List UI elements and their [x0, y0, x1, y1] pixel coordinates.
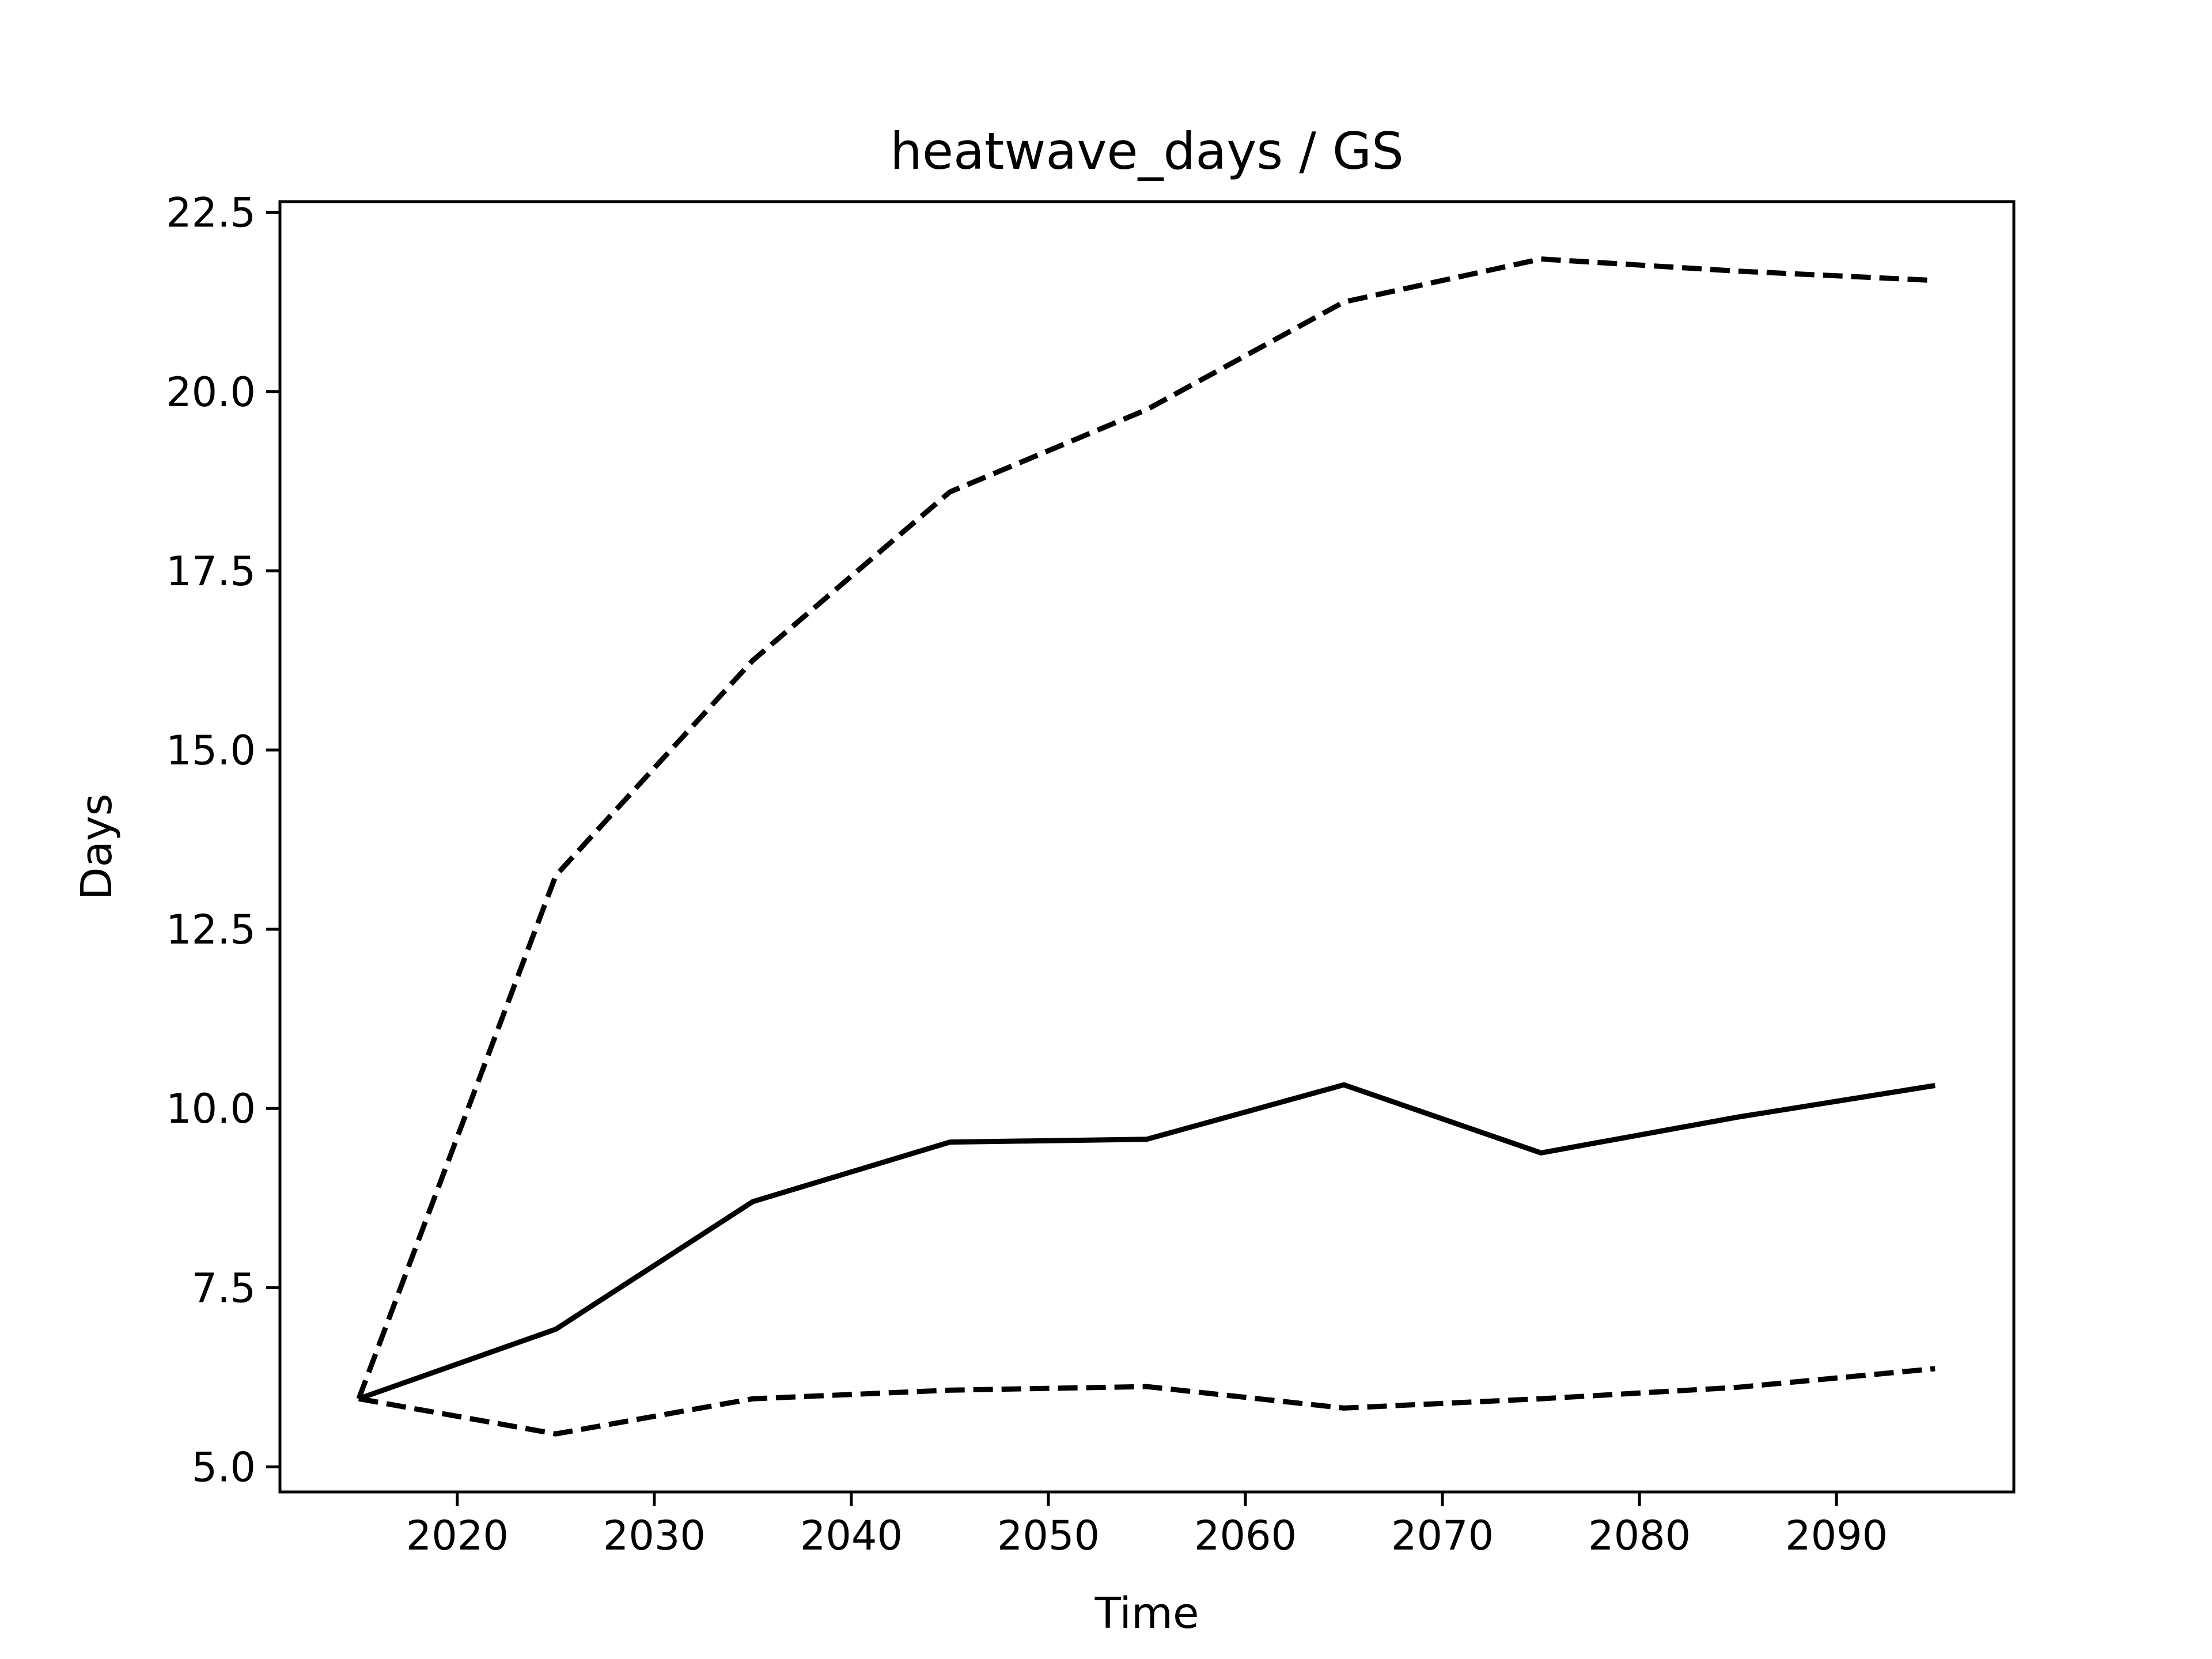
y-tick-label: 17.5	[166, 548, 256, 595]
x-axis-ticks: 2020 2030 2040 2050 2060 2070 2080 2090	[406, 1492, 1888, 1559]
y-axis-ticks: 5.0 7.5 10.0 12.5 15.0 17.5 20.0 22.5	[166, 190, 280, 1491]
y-tick-label: 22.5	[166, 190, 256, 237]
series-line-1	[356, 256, 1936, 1400]
y-tick-label: 20.0	[166, 369, 256, 416]
y-tick-label: 10.0	[166, 1085, 256, 1132]
plot-frame	[278, 200, 2016, 1494]
x-tick-label: 2050	[997, 1512, 1100, 1559]
y-tick-label: 7.5	[192, 1264, 256, 1312]
y-tick-label: 15.0	[166, 727, 256, 774]
y-tick-label: 12.5	[166, 906, 256, 953]
x-tick-label: 2030	[603, 1512, 706, 1559]
series-line-3	[358, 1366, 1936, 1437]
chart-title: heatwave_days / GS	[890, 122, 1404, 181]
x-axis-label: Time	[1094, 1589, 1199, 1638]
x-tick-label: 2020	[406, 1512, 509, 1559]
y-axis-label: Days	[72, 794, 122, 900]
x-tick-label: 2060	[1194, 1512, 1297, 1559]
x-tick-label: 2070	[1391, 1512, 1494, 1559]
y-tick-label: 5.0	[192, 1444, 256, 1491]
series-layer	[356, 256, 1936, 1437]
x-tick-label: 2090	[1785, 1512, 1888, 1559]
series-line-2	[358, 1082, 1936, 1402]
x-tick-label: 2080	[1588, 1512, 1691, 1559]
x-tick-label: 2040	[800, 1512, 903, 1559]
